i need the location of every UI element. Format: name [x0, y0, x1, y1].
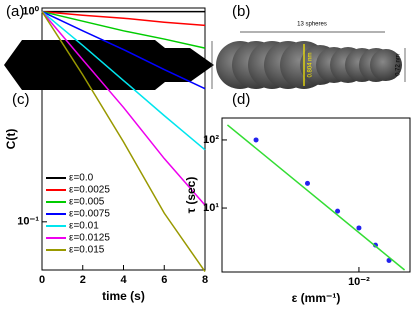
data-point	[335, 208, 341, 214]
legend-label: ε=0.005	[69, 197, 105, 208]
annotation: 0.804 nm	[308, 52, 314, 77]
annotation: 0.72 nm	[396, 54, 402, 76]
data-line	[41, 10, 206, 27]
data-line	[41, 10, 206, 90]
data-line	[41, 11, 206, 151]
data-line	[226, 124, 406, 271]
legend-label: ε=0.0125	[69, 233, 110, 244]
x-tick-label: 2	[80, 274, 86, 286]
y-axis-label: C(t)	[4, 129, 18, 150]
x-tick-label: 0	[39, 274, 45, 286]
panel-label: (b)	[232, 3, 250, 20]
annotation: 13 spheres	[297, 22, 327, 28]
legend-label: ε=0.0	[69, 173, 94, 184]
data-point	[253, 137, 259, 143]
data-line	[41, 11, 206, 272]
legend-label: ε=0.01	[69, 221, 99, 232]
data-point	[356, 225, 362, 231]
legend-label: ε=0.0025	[69, 185, 110, 196]
panel-label: (d)	[232, 91, 250, 108]
sphere-chain	[216, 41, 402, 89]
x-tick-label: 10⁻²	[348, 276, 370, 288]
x-tick-label: 8	[202, 274, 208, 286]
data-line	[41, 11, 206, 206]
x-axis-label: time (s)	[102, 289, 145, 303]
x-tick-label: 4	[120, 274, 127, 286]
legend-label: ε=0.015	[69, 245, 105, 256]
data-line	[41, 10, 206, 49]
y-tick-label: 10²	[203, 134, 219, 146]
y-axis-label: τ (sec)	[184, 177, 198, 214]
data-point	[304, 180, 310, 186]
panel-label: (a)	[6, 3, 24, 20]
plot-frame	[221, 117, 411, 273]
x-tick-label: 6	[161, 274, 167, 286]
x-axis-label: ε (mm⁻¹)	[292, 291, 341, 305]
rod-shape	[4, 40, 214, 90]
panel-label: (c)	[12, 91, 30, 108]
legend-label: ε=0.0075	[69, 209, 110, 220]
y-tick-label: 10⁰	[22, 5, 39, 17]
y-tick-label: 10¹	[203, 202, 219, 214]
y-tick-label: 10⁻¹	[17, 216, 39, 228]
